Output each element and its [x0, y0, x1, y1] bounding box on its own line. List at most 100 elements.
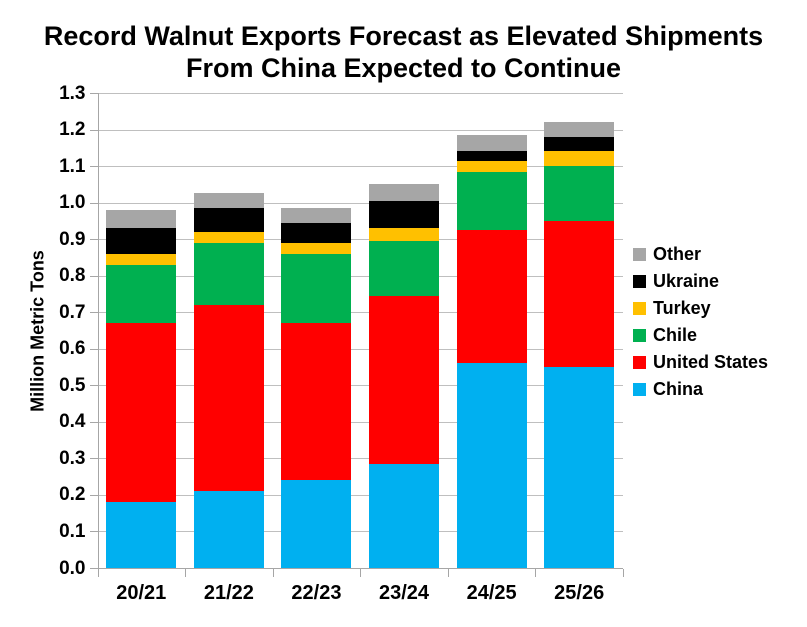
bar-segment-ukraine-23-24: [369, 200, 440, 229]
bar-segment-chile-21-22: [193, 242, 264, 305]
bar-segment-turkey-23-24: [369, 228, 440, 241]
y-axis-tick: [89, 531, 98, 533]
bar-segment-turkey-24-25: [456, 160, 527, 172]
legend-label: Chile: [653, 325, 698, 345]
x-tick-label: 22/23: [291, 582, 342, 604]
bar-segment-chile-25-26: [544, 166, 615, 221]
x-axis-tick: [623, 569, 624, 577]
gridline: [97, 239, 623, 241]
y-tick-label: 0.6: [59, 338, 86, 360]
bar-segment-china-25-26: [544, 367, 615, 568]
y-tick-label: 0.3: [59, 447, 86, 469]
bar-segment-ukraine-22-23: [281, 222, 352, 243]
y-tick-label: 0.1: [59, 520, 86, 542]
y-axis-tick: [89, 129, 98, 131]
legend-label: United States: [653, 352, 769, 372]
legend-item-turkey: Turkey: [633, 295, 768, 322]
bar-segment-chile-24-25: [456, 171, 527, 230]
bar-segment-ukraine-20-21: [106, 228, 177, 254]
y-tick-label: 0.2: [59, 484, 86, 506]
chart-title-line2: From China Expected to Continue: [185, 53, 622, 83]
y-tick-label: 1.1: [59, 155, 86, 177]
y-tick-label: 0.9: [59, 228, 86, 250]
y-axis-tick: [89, 312, 98, 314]
bar-segment-united-states-25-26: [544, 220, 615, 368]
bar-segment-china-24-25: [456, 363, 527, 568]
legend-swatch-ukraine: [633, 275, 646, 288]
y-tick-label: 0.5: [59, 374, 86, 396]
bar-segment-china-22-23: [281, 480, 352, 568]
gridline: [97, 421, 623, 423]
x-axis-tick: [535, 569, 537, 577]
x-tick-label: 24/25: [466, 582, 517, 604]
gridline: [97, 93, 623, 94]
y-axis-tick: [89, 93, 98, 94]
bar-segment-united-states-23-24: [369, 295, 440, 464]
x-tick-label: 20/21: [116, 582, 167, 604]
x-tick-label: 21/22: [203, 582, 254, 604]
bar-segment-chile-22-23: [281, 253, 352, 324]
y-axis-tick: [89, 239, 98, 241]
gridline: [97, 458, 623, 460]
y-tick-label: 0.4: [59, 411, 86, 433]
y-tick-label: 1.0: [59, 192, 86, 214]
bar-segment-other-25-26: [544, 122, 615, 137]
gridline: [97, 348, 623, 350]
bar-segment-chile-23-24: [369, 240, 440, 296]
bar-segment-turkey-22-23: [281, 242, 352, 254]
bar-segment-other-24-25: [456, 135, 527, 152]
y-axis-tick: [89, 385, 98, 387]
y-tick-label: 0.7: [59, 301, 86, 323]
x-axis-tick: [447, 569, 449, 577]
legend-swatch-united-states: [633, 356, 646, 369]
legend: Other Ukraine Turkey Chile United States Chin…: [633, 241, 768, 403]
gridline: [97, 129, 623, 131]
legend-item-other: Other: [633, 241, 768, 268]
bar-segment-ukraine-25-26: [544, 136, 615, 152]
gridline: [97, 494, 623, 496]
legend-label: China: [653, 379, 704, 399]
bar-segment-china-23-24: [369, 463, 440, 568]
legend-item-china: China: [633, 376, 768, 403]
bar-segment-other-21-22: [193, 193, 264, 209]
legend-swatch-chile: [633, 329, 646, 342]
legend-item-chile: Chile: [633, 322, 768, 349]
x-axis-tick: [272, 569, 274, 577]
bar-segment-united-states-21-22: [193, 304, 264, 492]
bar-segment-united-states-20-21: [106, 323, 177, 503]
legend-label: Other: [653, 244, 702, 264]
bar-segment-china-20-21: [106, 502, 177, 568]
y-axis-tick: [89, 568, 98, 569]
bar-segment-turkey-25-26: [544, 151, 615, 167]
bar-segment-turkey-21-22: [193, 231, 264, 243]
y-axis-line: [97, 93, 99, 569]
gridline: [97, 385, 623, 387]
legend-swatch-other: [633, 248, 646, 261]
gridline: [97, 202, 623, 204]
legend-label: Ukraine: [653, 271, 720, 291]
y-axis-tick: [89, 421, 98, 423]
chart-title-line1: Record Walnut Exports Forecast as Elevat…: [43, 21, 764, 51]
x-tick-label: 23/24: [379, 582, 430, 604]
bar-segment-china-21-22: [193, 491, 264, 568]
legend-item-united-states: United States: [633, 349, 768, 376]
y-axis-tick: [89, 458, 98, 460]
chart-title: Record Walnut Exports Forecast as Elevat…: [0, 20, 807, 84]
bar-segment-turkey-20-21: [106, 253, 177, 265]
bar-segment-other-22-23: [281, 208, 352, 223]
legend-item-ukraine: Ukraine: [633, 268, 768, 295]
y-axis-tick: [89, 275, 98, 277]
y-tick-label: 1.2: [59, 119, 86, 141]
y-tick-label: 0.0: [59, 557, 86, 579]
x-axis-tick: [97, 569, 99, 577]
x-axis-tick: [360, 569, 362, 577]
legend-swatch-china: [633, 383, 646, 396]
legend-label: Turkey: [653, 298, 711, 318]
bar-segment-chile-20-21: [106, 264, 177, 324]
y-axis-tick: [89, 166, 98, 168]
y-axis-tick: [89, 494, 98, 496]
gridline: [97, 531, 623, 533]
legend-swatch-turkey: [633, 302, 646, 315]
bar-segment-ukraine-24-25: [456, 151, 527, 161]
